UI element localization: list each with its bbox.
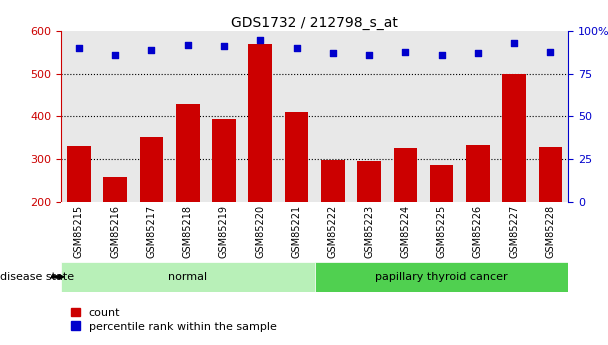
- Point: [473, 50, 483, 56]
- Text: GSM85223: GSM85223: [364, 205, 374, 258]
- Bar: [358, 161, 381, 287]
- Bar: [103, 177, 127, 287]
- Text: GSM85222: GSM85222: [328, 205, 338, 258]
- Point: [328, 50, 337, 56]
- Point: [110, 52, 120, 58]
- Bar: [466, 145, 489, 287]
- Point: [292, 45, 302, 51]
- Point: [545, 49, 555, 54]
- Text: GSM85224: GSM85224: [400, 205, 410, 258]
- Text: disease state: disease state: [0, 272, 74, 282]
- Text: normal: normal: [168, 272, 207, 282]
- Point: [147, 47, 156, 52]
- Bar: [315, 262, 568, 292]
- Text: GSM85226: GSM85226: [473, 205, 483, 258]
- Text: GSM85217: GSM85217: [147, 205, 156, 258]
- Text: GSM85216: GSM85216: [110, 205, 120, 258]
- Point: [401, 49, 410, 54]
- Bar: [502, 74, 526, 287]
- Text: GSM85215: GSM85215: [74, 205, 84, 258]
- Text: GSM85221: GSM85221: [291, 205, 302, 258]
- Text: GSM85219: GSM85219: [219, 205, 229, 258]
- Bar: [140, 137, 163, 287]
- Bar: [430, 165, 454, 287]
- Bar: [67, 146, 91, 287]
- Text: GSM85228: GSM85228: [545, 205, 555, 258]
- Point: [219, 44, 229, 49]
- Bar: [285, 112, 308, 287]
- Bar: [321, 160, 345, 287]
- Point: [510, 40, 519, 46]
- Text: papillary thyroid cancer: papillary thyroid cancer: [375, 272, 508, 282]
- Text: GSM85220: GSM85220: [255, 205, 265, 258]
- Bar: [61, 262, 315, 292]
- Legend: count, percentile rank within the sample: count, percentile rank within the sample: [66, 304, 281, 336]
- Text: GSM85227: GSM85227: [509, 205, 519, 258]
- Bar: [249, 44, 272, 287]
- Text: GSM85225: GSM85225: [437, 205, 446, 258]
- Point: [437, 52, 446, 58]
- Point: [74, 45, 84, 51]
- Point: [255, 37, 265, 42]
- Bar: [176, 105, 199, 287]
- Bar: [393, 148, 417, 287]
- Title: GDS1732 / 212798_s_at: GDS1732 / 212798_s_at: [231, 16, 398, 30]
- Point: [364, 52, 374, 58]
- Bar: [212, 119, 236, 287]
- Point: [183, 42, 193, 48]
- Bar: [539, 147, 562, 287]
- Text: GSM85218: GSM85218: [183, 205, 193, 258]
